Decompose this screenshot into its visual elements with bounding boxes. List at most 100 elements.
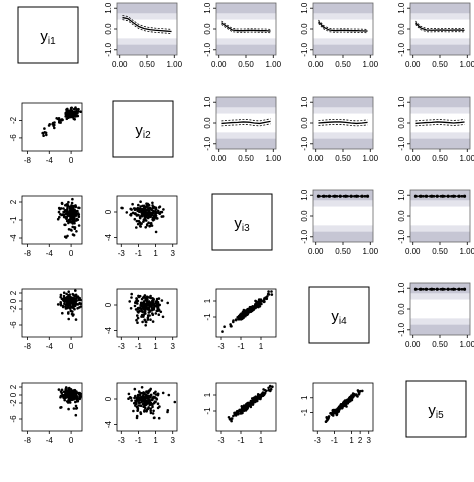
scatter-point	[64, 115, 67, 118]
scatter-point	[147, 391, 150, 394]
scatter-point	[71, 114, 74, 118]
scatter-point	[67, 311, 70, 314]
x-tick-label: 0.50	[238, 60, 254, 69]
y-tick-label: 0.0	[300, 23, 309, 35]
scatter-point	[71, 197, 74, 201]
scatter-point	[228, 418, 232, 421]
scatter-point	[140, 214, 144, 218]
scatter-point	[62, 215, 66, 219]
scatter-point	[59, 303, 63, 307]
scatter-point	[142, 218, 146, 221]
scatter-point	[156, 300, 160, 304]
scatter-point	[262, 298, 266, 302]
scatter-point	[136, 316, 140, 320]
scatter-point	[71, 297, 74, 301]
band-4	[313, 221, 373, 226]
band-1	[410, 200, 470, 207]
x-tick-label: 1	[153, 249, 158, 258]
scatter-point	[153, 210, 157, 213]
y-tick-label: -2	[9, 116, 18, 124]
y-tick-label: -1.0	[397, 136, 406, 150]
scatter-point	[348, 400, 351, 403]
y-tick-label: -6	[9, 415, 18, 423]
scatter-point	[53, 123, 56, 127]
scatter-point	[134, 308, 138, 311]
x-tick-label: -4	[46, 436, 54, 445]
band-6	[216, 44, 276, 55]
scatter-point	[137, 404, 140, 407]
scatter-point	[66, 206, 69, 210]
scatter-frame	[116, 382, 178, 432]
variable-label-1: yi1	[40, 28, 56, 47]
scatter-point	[74, 393, 77, 397]
band-3	[313, 210, 373, 222]
scatter-point	[64, 392, 67, 396]
scatter-point	[149, 387, 152, 391]
scatter-point	[75, 111, 79, 115]
scatter-point	[161, 315, 165, 319]
panel-r5-c5: yi5	[405, 380, 467, 438]
scatter-point	[154, 400, 157, 404]
scatter-point	[78, 296, 81, 300]
scatter-point	[156, 217, 159, 220]
scatter-point	[155, 397, 158, 400]
scatter-point	[143, 294, 147, 297]
scatter-point	[139, 225, 142, 228]
band-6	[313, 231, 373, 242]
y-tick-label: -1	[203, 313, 212, 321]
x-tick-label: -1	[135, 342, 143, 351]
scatter-point	[64, 389, 67, 393]
scatter-point	[254, 299, 257, 303]
scatter-point	[77, 215, 81, 218]
scatter-point	[343, 402, 347, 405]
diagonal-label-box	[405, 380, 467, 438]
scatter-point	[353, 393, 357, 396]
estimate-point	[327, 194, 331, 198]
scatter-point	[229, 324, 233, 328]
scatter-point	[135, 226, 138, 229]
scatter-point	[135, 297, 138, 301]
scatter-point	[154, 208, 158, 211]
scatter-point	[149, 407, 152, 411]
band-2	[410, 206, 470, 211]
band-5	[216, 38, 276, 45]
scatter-point	[129, 307, 133, 310]
panel-r2-c1: -8 -4 0 -2 -6	[9, 102, 83, 165]
scatter-point	[134, 301, 137, 305]
y-tick-label: -1.0	[300, 136, 309, 150]
band-4	[410, 34, 470, 39]
x-tick-label: 0.00	[308, 154, 324, 163]
panel-r1-c2: 1.0 0.0 -1.0 0.00 0.50 1.00	[104, 2, 183, 69]
band-4	[216, 128, 276, 133]
estimate-point	[441, 194, 445, 198]
scatter-point	[142, 405, 145, 409]
ci-lower-line	[318, 23, 368, 34]
scatter-point	[134, 394, 137, 398]
scatter-frame	[21, 288, 83, 338]
scatter-point	[59, 390, 63, 393]
scatter-point	[139, 200, 142, 203]
scatter-point	[151, 320, 155, 323]
x-tick-label: 3	[170, 436, 175, 445]
scatter-point	[251, 307, 255, 311]
scatter-point	[133, 304, 137, 308]
scatter-point	[146, 304, 149, 307]
scatter-point	[42, 134, 45, 137]
scatter-point	[68, 112, 71, 116]
band-4	[313, 34, 373, 39]
estimate-point	[457, 194, 461, 198]
scatter-point	[156, 393, 160, 397]
scatter-point	[135, 414, 139, 418]
band-6	[216, 138, 276, 149]
scatter-point	[147, 311, 151, 314]
estimate-point	[446, 287, 450, 291]
panel-r2-c3: 1.0 0.0 -1.0 0.00 0.50 1.00	[203, 96, 282, 163]
scatter-point	[252, 401, 256, 404]
x-tick-label: 0.00	[308, 247, 324, 256]
scatter-point	[64, 305, 67, 308]
estimate-point	[316, 194, 321, 198]
scatter-point	[62, 291, 66, 295]
y-tick-label: 2	[9, 384, 18, 389]
estimate-line	[221, 22, 271, 32]
